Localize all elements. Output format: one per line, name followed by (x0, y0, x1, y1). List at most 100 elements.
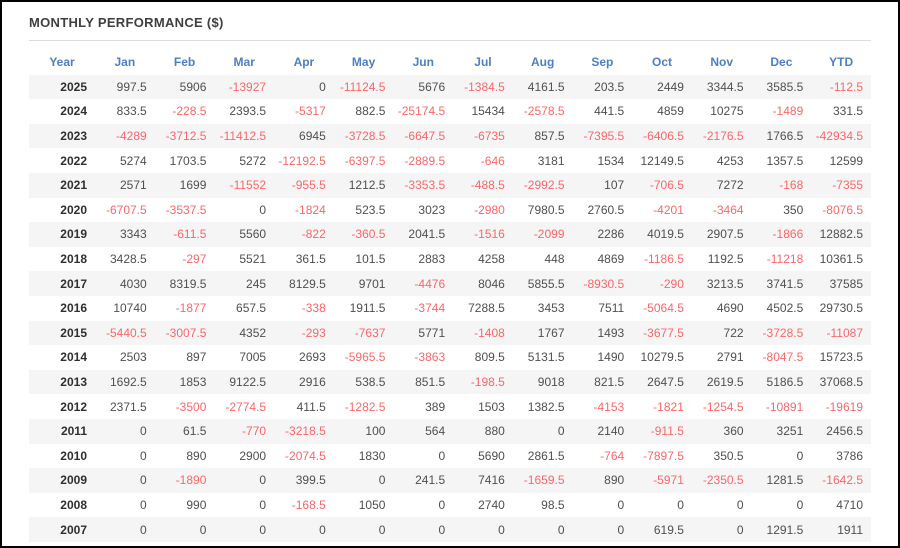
cell-value: 203.5 (572, 74, 633, 100)
cell-value: -11087 (811, 320, 871, 346)
cell-value: 1357.5 (766, 153, 804, 168)
cell-value: 0 (140, 497, 147, 512)
cell-value: 2449 (632, 74, 692, 100)
cell-value: 241.5 (393, 468, 454, 493)
cell-value: 331.5 (832, 104, 863, 119)
cell-value: 4690 (716, 301, 744, 316)
cell-value: -11218 (766, 252, 804, 267)
table-row-2023: 2023 -4289 -3712.5 -11412.5 6945 -3728.5 -6647… (29, 123, 871, 149)
cell-value: -1516 (453, 222, 513, 247)
cell-value: 2571 (95, 172, 155, 198)
cell-value: 833.5 (116, 104, 147, 119)
cell-value: 4869 (597, 252, 625, 267)
cell-value: -228.5 (172, 104, 207, 119)
cell-value: 4019.5 (632, 222, 692, 247)
cell-value: 0 (154, 517, 215, 542)
cell-value: 7288.5 (468, 301, 505, 316)
column-header-jul: Jul (474, 55, 492, 70)
cell-value: 3023 (418, 202, 446, 217)
cell-value: 523.5 (355, 202, 386, 217)
cell-value: -955.5 (274, 172, 334, 198)
cell-value: -2980 (474, 202, 505, 217)
cell-value: 10275 (710, 104, 744, 119)
cell-value: 619.5 (632, 517, 692, 542)
cell-value: 9122.5 (214, 369, 275, 395)
cell-value: 7272 (691, 172, 752, 198)
table-row-2017: 2017 4030 8319.5 245 8129.5 9701 -4476 8046 5855… (29, 271, 871, 296)
cell-value: 0 (453, 517, 513, 542)
table-row-2009: 2009 0 -1890 0 399.5 0 241.5 7416 -1659.5 890 -597… (29, 468, 871, 493)
cell-value: -11124.5 (333, 74, 394, 100)
cell-value: 107 (572, 172, 633, 198)
cell-value: 4502.5 (766, 301, 804, 316)
cell-value: 5560 (214, 222, 275, 247)
cell-value: -112.5 (811, 74, 871, 100)
cell-year: 2020 (60, 202, 87, 217)
cell-value: -7637 (333, 320, 394, 346)
cell-value: 880 (453, 418, 513, 444)
cell-value: 8319.5 (154, 271, 215, 296)
cell-value: -706.5 (632, 172, 692, 198)
table-row-2010: 2010 0 890 2900 -2074.5 1830 0 5690 2861.5 -764 -7… (29, 444, 871, 469)
cell-value: -6735 (453, 123, 513, 149)
cell-value: 5272 (239, 153, 267, 168)
cell-value: -1384.5 (453, 74, 513, 100)
cell-value: -6647.5 (393, 123, 454, 149)
cell-year: 2021 (29, 172, 95, 198)
table-row-2020: 2020 -6707.5 -3537.5 0 -1824 523.5 3023 -2980 79… (29, 198, 871, 223)
cell-value: 1830 (358, 448, 386, 463)
cell-value: 1493 (572, 320, 633, 346)
cell-value: -2350.5 (691, 468, 752, 493)
cell-value: 100 (333, 418, 394, 444)
cell-value: 3344.5 (691, 74, 752, 100)
cell-value: -5971 (632, 468, 692, 493)
cell-value: 2900 (239, 448, 267, 463)
table-row-2021: 2021 2571 1699 -11552 -955.5 1212.5 -3353.5 -48… (29, 172, 871, 198)
cell-value: 857.5 (512, 123, 573, 149)
cell-value: 3343 (95, 222, 155, 247)
cell-value: 1767 (512, 320, 573, 346)
cell-value: -6397.5 (344, 153, 386, 168)
column-header-jan: Jan (114, 55, 136, 70)
cell-value: 7005 (239, 350, 267, 365)
cell-value: -297 (182, 252, 207, 267)
cell-value: 4258 (478, 252, 505, 267)
cell-value: -5317 (295, 104, 326, 119)
cell-value: -11412.5 (214, 123, 275, 149)
cell-value: 2140 (572, 418, 633, 444)
column-header-sep: Sep (591, 55, 614, 70)
cell-year: 2007 (29, 517, 95, 542)
cell-value: 0 (214, 517, 275, 542)
cell-year: 2023 (29, 123, 95, 149)
cell-value: 0 (691, 517, 752, 542)
cell-year: 2018 (60, 252, 87, 267)
cell-year: 2024 (60, 104, 87, 119)
cell-value: -7395.5 (572, 123, 633, 149)
cell-value: 8046 (453, 271, 513, 296)
cell-value: -1824 (295, 202, 326, 217)
cell-value: 0 (274, 74, 334, 100)
cell-value: -3728.5 (751, 320, 812, 346)
cell-value: -1282.5 (344, 399, 386, 414)
cell-value: 1212.5 (333, 172, 394, 198)
cell-value: 0 (95, 468, 155, 493)
cell-year: 2019 (29, 222, 95, 247)
cell-year: 2022 (60, 153, 87, 168)
cell-value: -10891 (765, 399, 804, 414)
cell-value: 37585 (811, 271, 871, 296)
cell-value: -1890 (154, 468, 215, 493)
cell-value: 0 (259, 497, 267, 512)
cell-value: -3677.5 (632, 320, 692, 346)
cell-value: 4710 (836, 497, 863, 512)
cell-value: -19619 (825, 399, 863, 414)
cell-value: 2041.5 (393, 222, 454, 247)
cell-value: -11552 (214, 172, 275, 198)
cell-value: 5676 (393, 74, 454, 100)
column-header-mar: Mar (233, 55, 255, 70)
cell-value: -2099 (512, 222, 573, 247)
cell-value: -8047.5 (762, 350, 804, 365)
cell-value: -1254.5 (702, 399, 744, 414)
cell-value: 2791 (716, 350, 744, 365)
cell-value: 5906 (154, 74, 215, 100)
monthly-performance-table: Year Jan Feb Mar Apr May Jun Jul Aug Sep Oct Nov Dec… (29, 50, 871, 542)
